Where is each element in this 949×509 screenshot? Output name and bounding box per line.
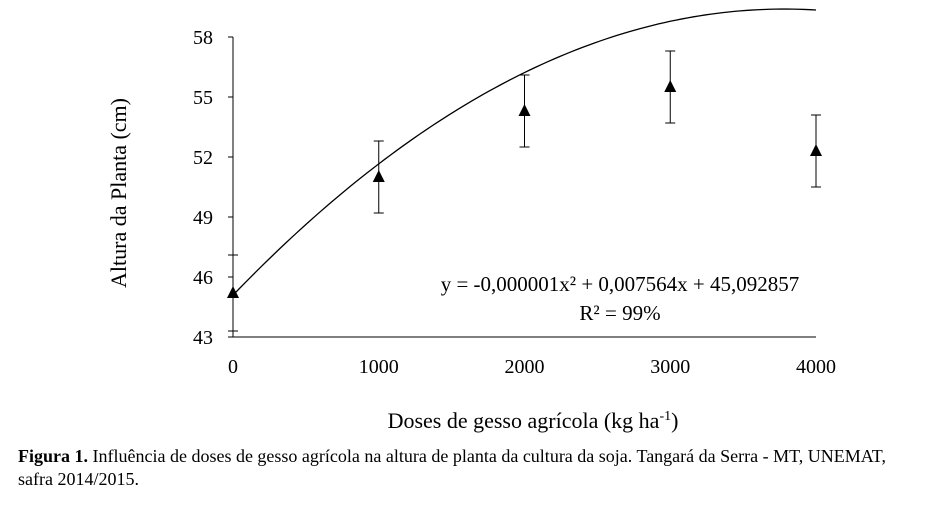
trendline	[232, 8, 817, 296]
caption-label: Figura 1.	[18, 446, 88, 466]
y-tick-label: 49	[193, 207, 213, 229]
data-point	[372, 170, 385, 182]
r-squared-label: R² = 99%	[579, 301, 660, 325]
y-tick-label: 55	[193, 87, 213, 109]
data-point	[810, 144, 822, 156]
x-tick-label: 4000	[796, 356, 836, 378]
data-marks	[227, 50, 822, 332]
y-axis-label: Altura da Planta (cm)	[106, 98, 131, 288]
x-tick-label: 1000	[359, 356, 399, 378]
axes: 43 46 49 52 55 58 0 1000 2000 3000 4000	[193, 27, 836, 378]
chart: 43 46 49 52 55 58 0 1000 2000 3000 4000 y = -0,000…	[106, 8, 836, 433]
y-tick-label: 46	[193, 267, 213, 289]
y-tick-label: 43	[193, 327, 213, 349]
y-tick-label: 58	[193, 27, 213, 49]
equation-label: y = -0,000001x² + 0,007564x + 45,092857	[441, 272, 800, 296]
y-tick-label: 52	[193, 147, 213, 169]
data-point	[518, 104, 531, 116]
x-tick-label: 3000	[650, 356, 690, 378]
x-tick-label: 2000	[505, 356, 545, 378]
x-axis-label: Doses de gesso agrícola (kg ha-1)	[388, 408, 679, 433]
x-tick-label: 0	[228, 356, 238, 378]
data-point	[227, 286, 239, 298]
caption-text: Influência de doses de gesso agrícola na…	[18, 446, 886, 489]
figure-caption: Figura 1. Influência de doses de gesso a…	[18, 445, 918, 491]
data-point	[664, 80, 677, 92]
